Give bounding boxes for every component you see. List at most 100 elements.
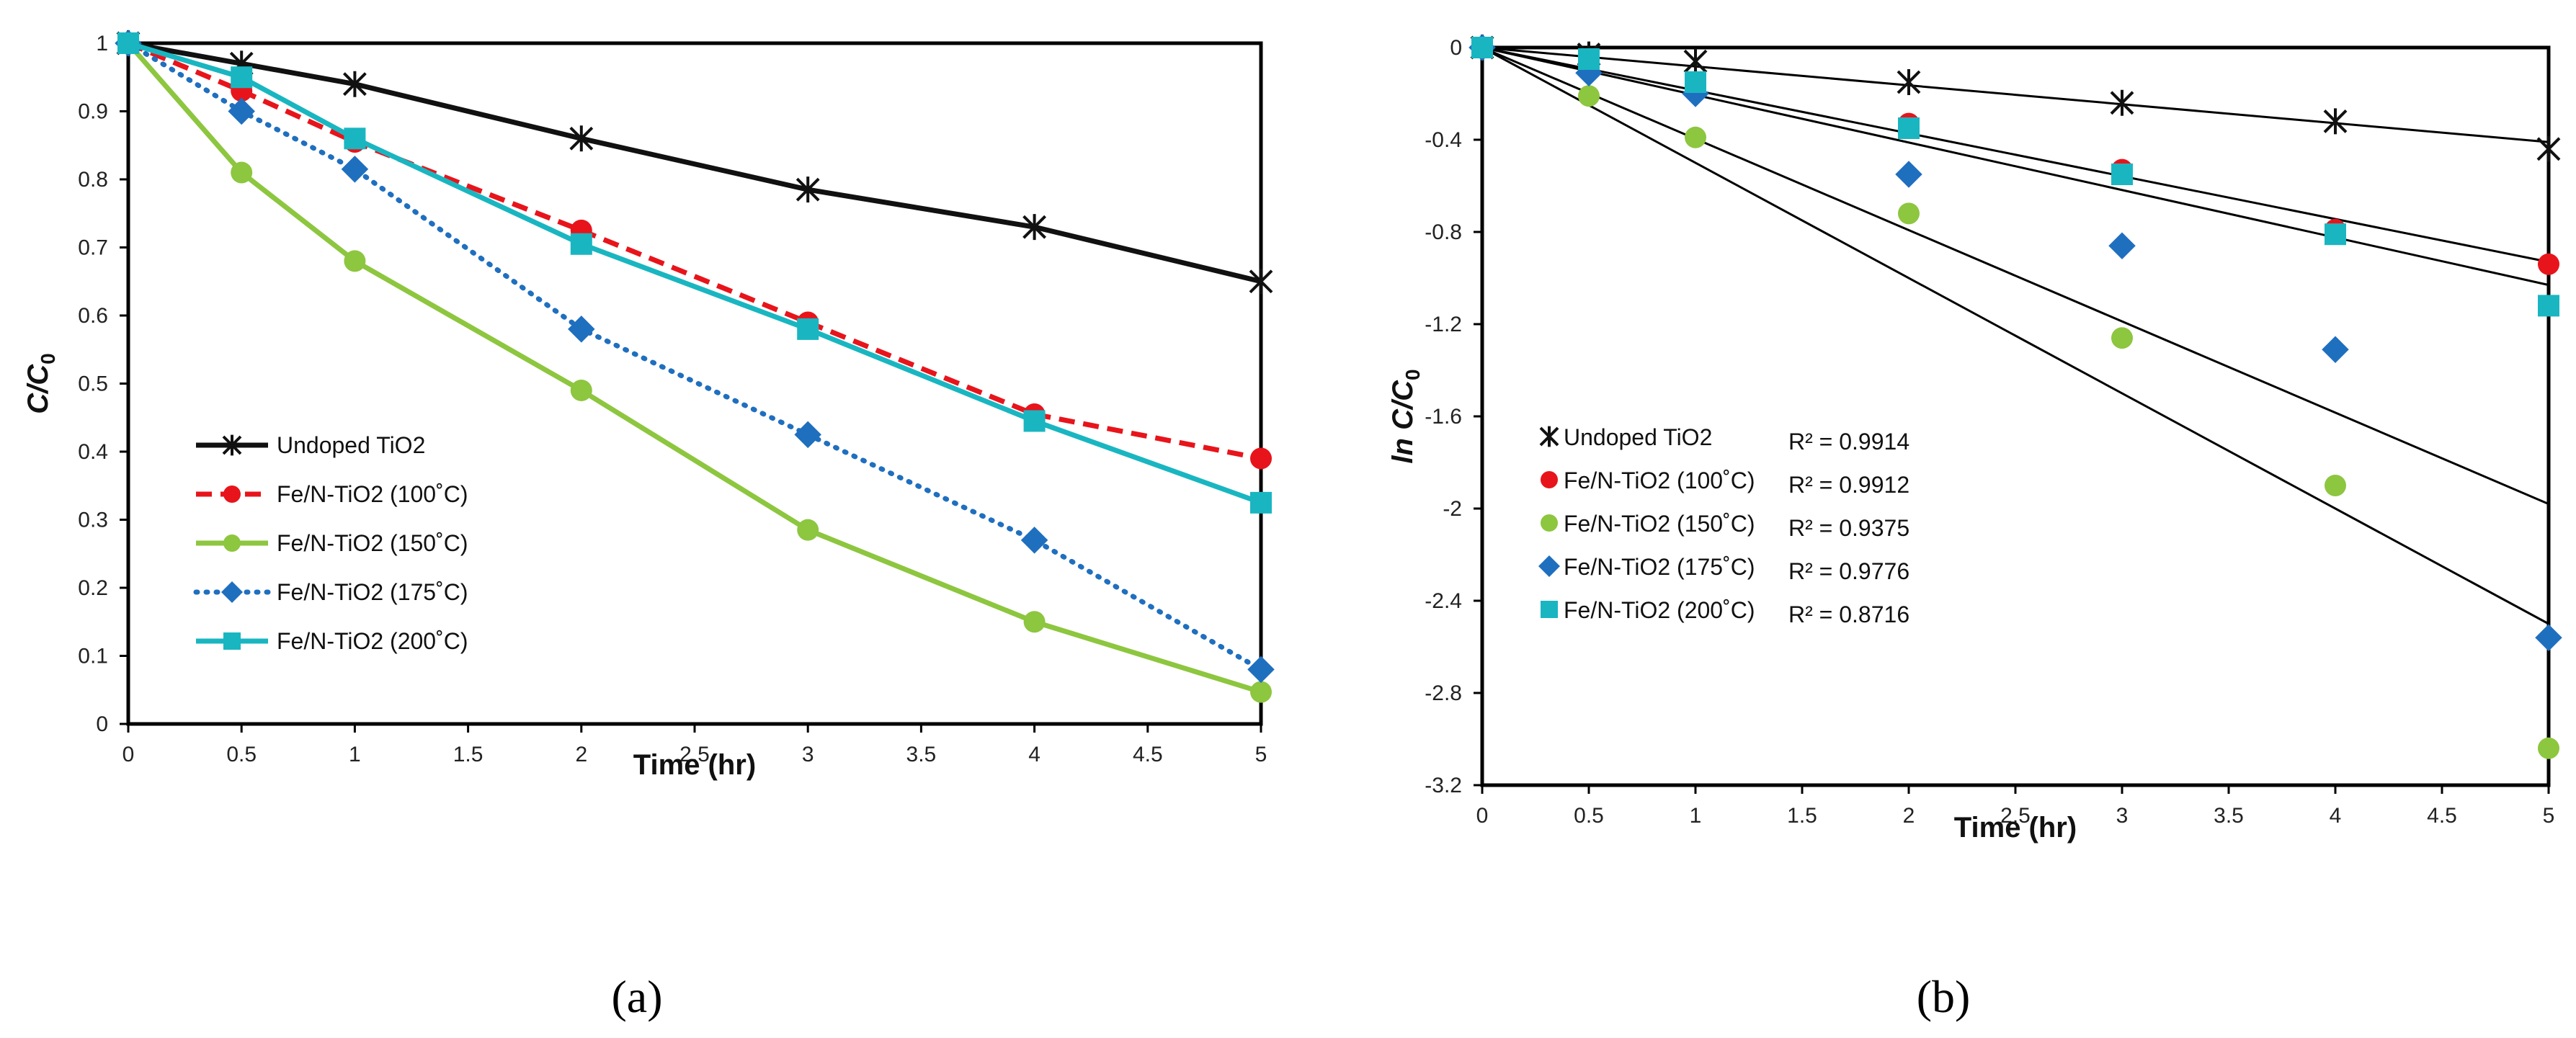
chart-a-data-point — [1249, 268, 1273, 295]
chart-b-legend-item: Fe/N-TiO2 (100˚C) R² = 0.9912 — [1541, 467, 1909, 498]
chart-b-trendline — [1481, 46, 2549, 505]
chart-a-data-point — [231, 161, 253, 184]
chart-b-y-tick-label: -2.4 — [1425, 589, 1462, 613]
chart-b-data-point — [2536, 135, 2561, 162]
chart-a-x-tick-label: 1 — [349, 743, 361, 766]
chart-b: 0 -0.4 -0.8 -1.2 -1.6 -2 -2.4 -2.8 -3.2 0 0.5 1 1.5… — [1387, 34, 2562, 1022]
chart-a-legend-swatch-marker — [221, 581, 243, 603]
chart-a-series-4 — [117, 32, 1272, 514]
chart-a-y-tick-label: 0.4 — [78, 440, 108, 464]
chart-a-data-point — [1022, 214, 1047, 241]
chart-a-legend-swatch-marker — [222, 434, 242, 456]
chart-a-x-axis-title: Time (hr) — [633, 749, 756, 781]
chart-b-legend-label: Fe/N-TiO2 (200˚C) — [1564, 597, 1755, 623]
chart-a-data-point — [342, 71, 367, 97]
chart-a-data-point — [569, 125, 594, 152]
chart-a-legend-swatch-marker — [223, 486, 241, 503]
chart-a-data-point — [1250, 447, 1272, 470]
chart-b-trendline — [1481, 46, 2549, 264]
chart-a-y-axis-title-subscript: 0 — [37, 353, 59, 364]
chart-a-data-point — [344, 127, 366, 150]
chart-b-data-point — [1898, 202, 1920, 225]
chart-b-x-tick-label: 5 — [2543, 804, 2555, 828]
chart-b-data-point — [1685, 71, 1706, 93]
chart-b-x-tick-label: 4 — [2330, 804, 2342, 828]
chart-b-data-point — [1471, 37, 1493, 58]
chart-a-data-point — [1250, 681, 1272, 703]
chart-a-y-axis-title-main: C/C — [22, 364, 54, 414]
chart-b-r-squared: R² = 0.9776 — [1788, 558, 1909, 584]
chart-a-data-point — [231, 66, 253, 89]
chart-a-x-tick-label: 2 — [575, 743, 587, 766]
chart-a-data-point — [344, 250, 366, 272]
chart-b-data-point — [2538, 253, 2559, 275]
chart-b-trendline — [1481, 46, 2549, 625]
chart-b-x-tick-label: 2.5 — [2000, 804, 2031, 828]
chart-a-data-point — [570, 233, 592, 255]
chart-b-data-point — [2538, 295, 2559, 317]
chart-a-data-point — [1023, 611, 1046, 633]
chart-a-y-tick-label: 0.7 — [78, 236, 108, 260]
chart-a-x-tick-label: 3.5 — [906, 743, 937, 766]
chart-a-data-point — [795, 176, 820, 203]
chart-b-y-tick-label: -0.4 — [1425, 128, 1462, 152]
chart-a-x-tick-label: 0 — [122, 743, 135, 766]
chart-b-y-tick-label: 0 — [1450, 36, 1462, 60]
chart-b-x-tick-label: 0.5 — [1574, 804, 1604, 828]
chart-b-legend-item: Fe/N-TiO2 (150˚C) R² = 0.9375 — [1541, 511, 1909, 541]
chart-a-legend-label: Fe/N-TiO2 (200˚C) — [277, 628, 468, 654]
chart-b-legend-label: Fe/N-TiO2 (100˚C) — [1564, 467, 1755, 493]
panel-label-b: (b) — [1917, 971, 1971, 1022]
chart-a-y-ticks: 0 0.1 0.2 0.3 0.4 0.5 0.6 0.7 0.8 0.9 1 — [78, 32, 128, 736]
chart-b-y-axis-title: ln C/C0 — [1387, 369, 1424, 463]
chart-b-r-squared: R² = 0.9914 — [1788, 429, 1909, 455]
chart-b-data-point — [1897, 69, 1921, 95]
chart-b-legend-swatch-marker — [1541, 601, 1558, 618]
chart-a-data-point — [1023, 410, 1046, 432]
chart-a-y-tick-label: 1 — [96, 32, 108, 55]
chart-a-data-point — [117, 32, 139, 54]
chart-b-legend: Undoped TiO2 R² = 0.9914 Fe/N-TiO2 (100˚C)… — [1538, 424, 1909, 627]
chart-b-series — [1469, 34, 2562, 759]
chart-a-data-point — [228, 97, 255, 125]
chart-a-x-tick-label: 4.5 — [1133, 743, 1163, 766]
chart-a-legend-item: Fe/N-TiO2 (150˚C) — [196, 530, 468, 556]
chart-a-x-ticks: 0 0.5 1 1.5 2 2.5 3 3.5 4 4.5 5 — [122, 724, 1267, 766]
chart-b-x-tick-label: 3.5 — [2214, 804, 2244, 828]
chart-a-series-2 — [117, 32, 1272, 703]
chart-a-legend: Undoped TiO2 Fe/N-TiO2 (100˚C) Fe/N-TiO2 (… — [193, 432, 468, 654]
chart-b-data-point — [1895, 161, 1922, 188]
chart-b-y-axis-title-subscript: 0 — [1401, 369, 1424, 380]
chart-a-legend-swatch-marker — [223, 632, 241, 650]
chart-b-series-4 — [1471, 37, 2559, 317]
chart-a-data-point — [341, 156, 369, 183]
chart-b-trendline — [1481, 46, 2549, 143]
chart-b-y-ticks: 0 -0.4 -0.8 -1.2 -1.6 -2 -2.4 -2.8 -3.2 — [1425, 36, 1482, 797]
chart-b-data-point — [2322, 336, 2349, 363]
chart-b-r-squared: R² = 0.9375 — [1788, 515, 1909, 541]
chart-a-x-tick-label: 0.5 — [226, 743, 257, 766]
chart-b-data-point — [1578, 85, 1600, 107]
chart-a-legend-label: Fe/N-TiO2 (175˚C) — [277, 579, 468, 605]
chart-a-x-tick-label: 3 — [802, 743, 814, 766]
chart-b-y-tick-label: -2.8 — [1425, 681, 1462, 705]
chart-a-legend-item: Fe/N-TiO2 (100˚C) — [196, 481, 468, 507]
chart-a-y-tick-label: 0.8 — [78, 168, 108, 192]
chart-b-y-axis-title-main: ln C/C — [1387, 380, 1419, 464]
chart-b-x-tick-label: 0 — [1476, 804, 1489, 828]
chart-a-y-tick-label: 0.9 — [78, 100, 108, 124]
chart-b-trendlines — [1481, 46, 2549, 625]
chart-a-data-point — [1247, 656, 1275, 684]
chart-b-legend-label: Fe/N-TiO2 (175˚C) — [1564, 554, 1755, 580]
chart-b-data-point — [1683, 48, 1708, 75]
chart-b-x-tick-label: 1.5 — [1787, 804, 1817, 828]
chart-b-x-tick-label: 1 — [1690, 804, 1702, 828]
chart-b-r-squared: R² = 0.9912 — [1788, 472, 1909, 498]
chart-a-data-point — [1250, 491, 1272, 514]
chart-b-x-tick-label: 3 — [2116, 804, 2129, 828]
chart-b-legend-item: Fe/N-TiO2 (200˚C) R² = 0.8716 — [1541, 597, 1909, 627]
chart-b-y-tick-label: -2 — [1443, 497, 1462, 521]
chart-a-data-point — [797, 318, 819, 340]
chart-a-x-tick-label: 4 — [1028, 743, 1040, 766]
